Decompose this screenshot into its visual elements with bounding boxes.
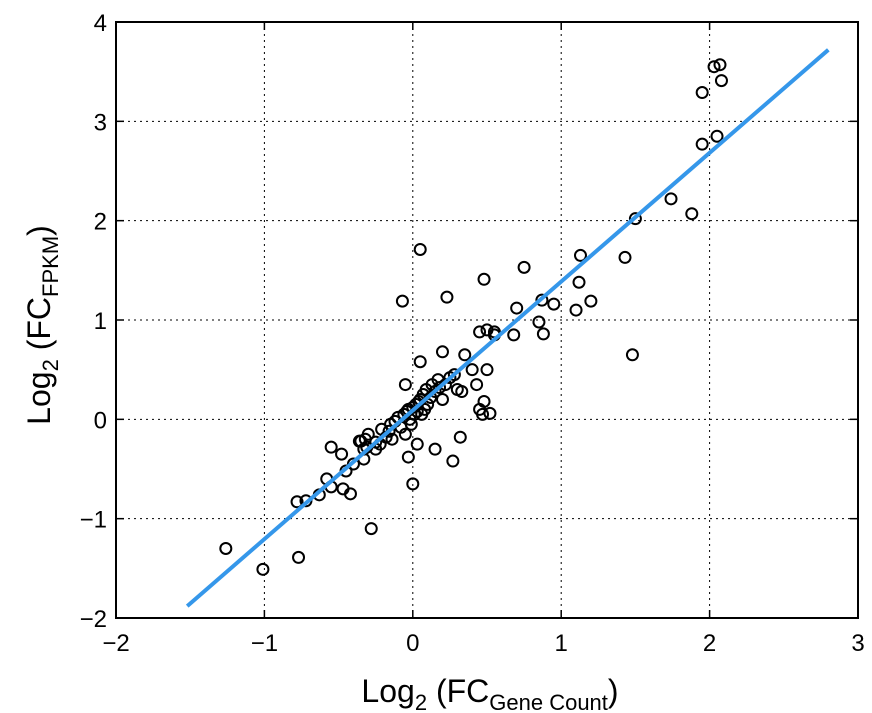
data-point [625,348,639,362]
x-axis-title-close: ) [608,673,619,709]
x-tick-labels: −2 −1 0 1 2 3 [102,630,864,657]
y-tick-label: −1 [80,507,107,534]
data-point [713,58,727,72]
data-point [664,192,678,206]
y-tick-label: −2 [80,606,107,633]
y-tick-labels: −2 −1 0 1 2 3 4 [80,10,107,633]
y-tick-label: 0 [94,407,107,434]
data-point [395,294,409,308]
data-point [292,550,306,564]
y-tick-label: 1 [94,308,107,335]
data-point [401,450,415,464]
data-point [536,327,550,341]
data-point [695,86,709,100]
y-axis-title-close: ) [21,225,57,236]
x-axis-title-sub: Gene Count [489,690,608,713]
data-point [428,442,442,456]
data-point [290,495,304,509]
data-point [470,378,484,392]
data-point [695,137,709,151]
y-axis-title-base: 2 [38,359,63,371]
data-point [382,424,396,438]
grid [116,22,858,618]
data-point [714,74,728,88]
data-point [398,378,412,392]
data-point [477,272,491,286]
x-tick-label: −1 [251,630,278,657]
data-point [398,427,412,441]
x-axis-title-open: (FC [427,673,489,709]
data-point [507,328,521,342]
y-axis-title: Log2 (FCFPKM) [21,225,63,425]
data-point [685,207,699,221]
x-tick-label: 3 [851,630,864,657]
x-tick-label: 2 [703,630,716,657]
data-point [476,407,490,421]
data-point [354,434,368,448]
data-point [440,290,454,304]
data-point [435,392,449,406]
y-axis-title-main: Log [21,371,57,424]
y-tick-label: 3 [94,109,107,136]
data-point [628,212,642,226]
data-point [446,454,460,468]
plot-frame [115,21,859,619]
x-tick-label: −2 [102,630,129,657]
data-point [406,477,420,491]
data-point [455,385,469,399]
y-axis-title-sub: FPKM [38,236,63,297]
data-point [335,447,349,461]
data-point [547,297,561,311]
data-point [447,368,461,382]
data-point [465,363,479,377]
data-point [364,522,378,536]
data-point [573,248,587,262]
x-axis-title: Log2 (FCGene Count) [361,673,618,713]
y-tick-label: 2 [94,209,107,236]
data-points [219,58,728,576]
tick-marks [116,22,858,618]
data-point [219,541,233,555]
data-point [413,242,427,256]
data-point [707,60,721,74]
data-point [435,345,449,359]
data-point [256,562,270,576]
data-point [458,348,472,362]
data-point [413,355,427,369]
y-tick-label: 4 [94,10,107,37]
data-point [361,427,375,441]
y-axis-title-open: (FC [21,297,57,359]
data-point [517,260,531,274]
data-point [572,275,586,289]
data-point [535,293,549,307]
data-point [410,437,424,451]
x-axis-title-main: Log [361,673,414,709]
data-point [473,325,487,339]
data-point [477,394,491,408]
data-point [453,430,467,444]
data-point [510,301,524,315]
data-point [483,406,497,420]
data-point [569,303,583,317]
data-point [532,315,546,329]
x-tick-label: 1 [555,630,568,657]
data-point [618,250,632,264]
data-point [710,129,724,143]
fit-line [185,48,830,608]
data-point [343,487,357,501]
data-point [480,363,494,377]
x-axis-title-base: 2 [415,690,427,713]
x-tick-label: 0 [406,630,419,657]
data-point [385,432,399,446]
data-point [584,294,598,308]
data-point [324,440,338,454]
